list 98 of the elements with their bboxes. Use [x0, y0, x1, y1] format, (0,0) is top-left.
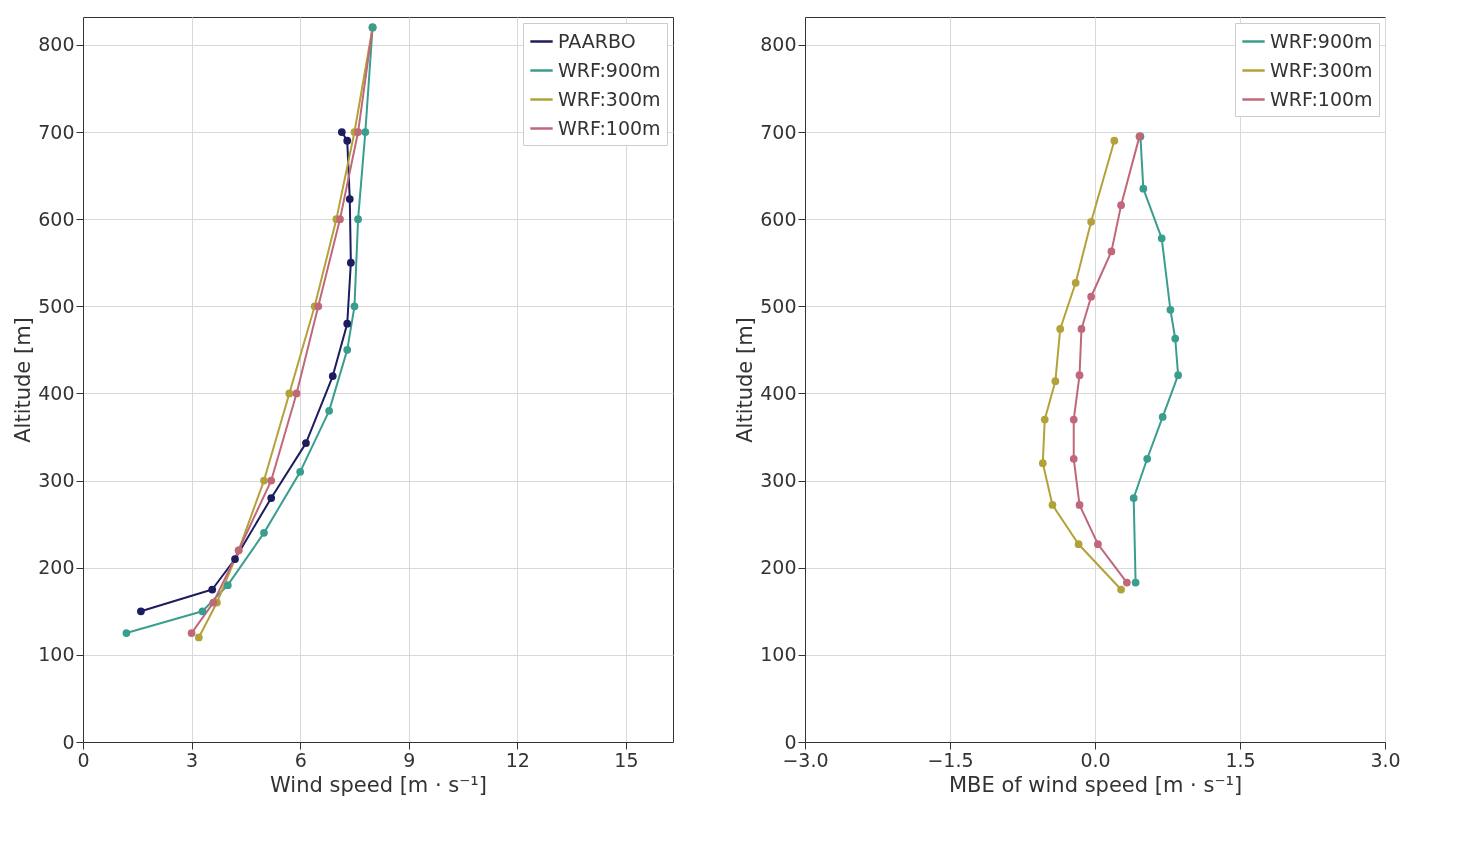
y-tick-label: 100 — [760, 643, 797, 666]
x-axis-title: MBE of wind speed [m · s⁻¹] — [948, 772, 1243, 797]
point — [328, 372, 337, 380]
y-tick-label: 600 — [38, 207, 75, 230]
y-tick-label: 500 — [760, 294, 797, 317]
y-tick-label: 300 — [760, 469, 797, 492]
point — [208, 585, 217, 594]
point — [1075, 371, 1084, 380]
x-tick-label: 0.0 — [1080, 748, 1111, 771]
legend-label: WRF:100m — [558, 116, 661, 139]
y-tick-label: 700 — [760, 120, 797, 143]
point — [1174, 371, 1183, 380]
y-tick-label: 400 — [760, 381, 797, 404]
y-tick-label: 800 — [38, 33, 75, 56]
point — [1143, 454, 1152, 463]
x-axis-title: Wind speed [m · s⁻¹] — [270, 772, 487, 797]
y-tick-label: 400 — [38, 381, 75, 404]
y-tick-label: 300 — [38, 469, 75, 492]
point — [1129, 494, 1138, 502]
point — [209, 598, 218, 607]
point — [1158, 413, 1167, 421]
point — [336, 215, 344, 224]
y-tick-label: 700 — [38, 120, 75, 143]
point — [361, 128, 370, 136]
point — [1069, 415, 1078, 424]
point — [350, 302, 359, 311]
point — [343, 136, 352, 145]
point — [1117, 201, 1125, 210]
point — [267, 476, 276, 485]
point — [1171, 334, 1180, 343]
point — [198, 607, 207, 616]
point — [1048, 501, 1057, 509]
point — [1074, 540, 1083, 549]
point — [187, 629, 196, 637]
point — [223, 581, 232, 590]
point — [1123, 578, 1131, 587]
legend-label: PAARBO — [558, 29, 636, 52]
y-tick-label: 800 — [760, 33, 797, 56]
point — [343, 346, 352, 354]
x-tick-label: 6 — [294, 748, 307, 771]
point — [1038, 459, 1047, 468]
point — [345, 195, 354, 203]
x-tick-label: −1.5 — [927, 748, 974, 771]
point — [354, 128, 362, 136]
y-tick-label: 500 — [38, 294, 75, 317]
y-tick-label: 100 — [38, 643, 75, 666]
legend-label: WRF:900m — [558, 58, 661, 81]
x-tick-label: 9 — [403, 748, 416, 771]
point — [231, 555, 239, 563]
legend-label: WRF:900m — [1270, 29, 1373, 52]
point — [1051, 377, 1060, 386]
point — [296, 468, 305, 476]
y-tick-label: 200 — [38, 556, 75, 579]
point — [194, 633, 203, 642]
point — [137, 607, 145, 616]
point — [1087, 292, 1096, 301]
point — [1094, 540, 1102, 549]
x-tick-label: 3 — [186, 748, 199, 771]
point — [1077, 325, 1086, 333]
point — [122, 629, 131, 637]
legend-label: WRF:300m — [1270, 58, 1373, 81]
point — [292, 389, 301, 398]
point — [260, 529, 268, 537]
y-tick-label: 600 — [760, 207, 797, 230]
y-tick-label: 0 — [62, 730, 75, 753]
point — [1075, 501, 1084, 509]
point — [337, 128, 346, 136]
legend-label: WRF:100m — [1270, 87, 1373, 110]
point — [343, 319, 352, 328]
x-tick-label: 1.5 — [1225, 748, 1256, 771]
y-tick-label: 200 — [760, 556, 797, 579]
x-tick-label: 0 — [77, 748, 90, 771]
point — [354, 215, 362, 224]
point — [1117, 585, 1125, 594]
x-tick-label: 3.0 — [1370, 748, 1401, 771]
y-axis-title: Altitude [m] — [11, 317, 36, 443]
point — [267, 494, 276, 502]
point — [1087, 217, 1096, 226]
point — [346, 258, 355, 267]
point — [1107, 247, 1116, 256]
point — [260, 476, 268, 485]
point — [1110, 136, 1119, 145]
point — [1069, 454, 1078, 463]
point — [1131, 578, 1140, 587]
point — [325, 407, 334, 415]
point — [314, 302, 323, 311]
point — [302, 439, 310, 447]
point — [1157, 234, 1166, 243]
legend-label: WRF:300m — [558, 87, 661, 110]
point — [1071, 278, 1080, 287]
x-tick-label: 15 — [614, 748, 639, 771]
x-tick-label: 12 — [505, 748, 530, 771]
point — [1139, 184, 1148, 193]
point — [285, 389, 294, 398]
y-axis-title: Altitude [m] — [733, 317, 758, 443]
point — [1056, 325, 1065, 333]
point — [1166, 305, 1175, 314]
point — [1040, 415, 1049, 424]
